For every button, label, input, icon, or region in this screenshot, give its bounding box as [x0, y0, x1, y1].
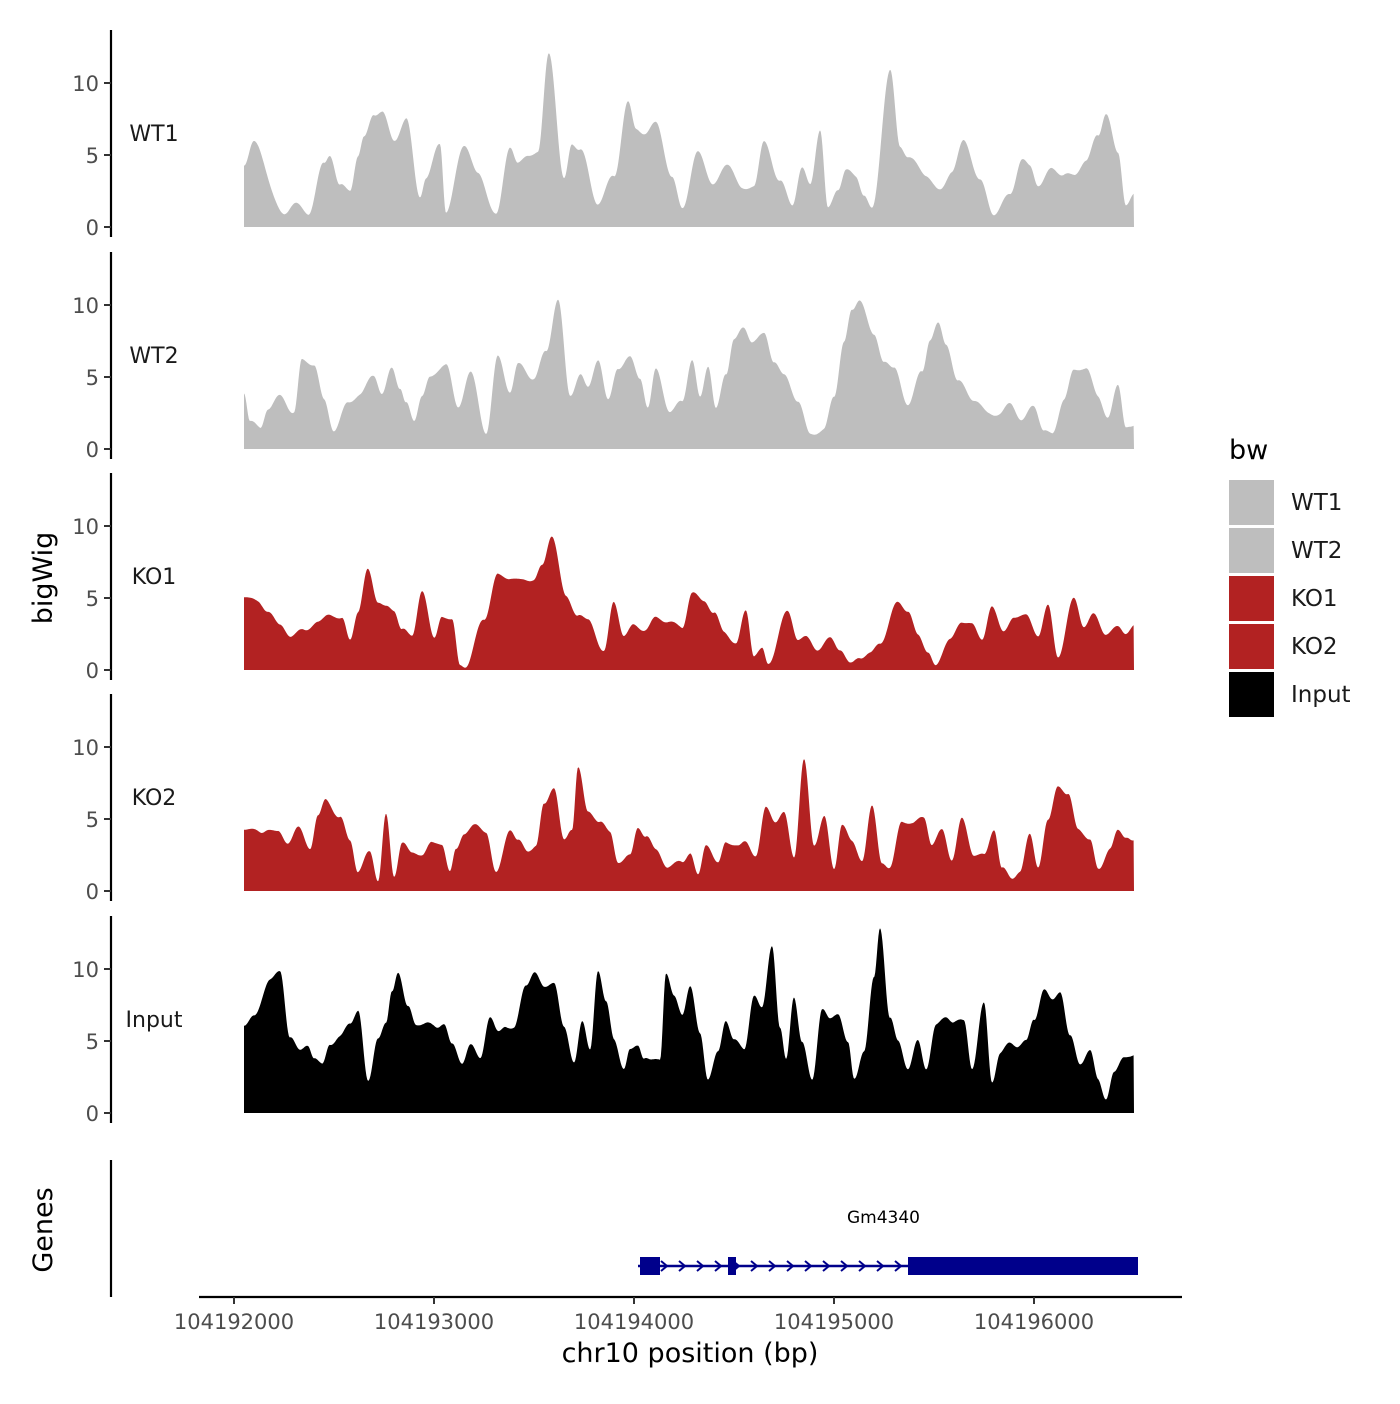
y-tick-label: 5 [86, 366, 99, 390]
y-tick-label: 10 [72, 72, 99, 96]
legend-title: bw [1229, 435, 1268, 466]
strand-arrow [858, 1260, 867, 1272]
track-label: KO1 [132, 565, 177, 590]
y-tick-label: 10 [72, 958, 99, 982]
legend-label: WT2 [1291, 538, 1342, 564]
x-tick-label: 104196000 [974, 1310, 1094, 1334]
track-wt2: 0 5 10 WT2 [72, 252, 1134, 462]
y-tick-label: 0 [86, 438, 99, 462]
strand-arrow [822, 1260, 831, 1272]
legend-key-ko2 [1229, 624, 1274, 669]
legend-label: Input [1291, 682, 1351, 708]
legend-label: KO2 [1291, 634, 1338, 660]
y-axis-title: bigWig [28, 532, 59, 625]
gene-label: Gm4340 [847, 1208, 920, 1228]
track-label: Input [126, 1008, 183, 1033]
x-tick-label: 104195000 [774, 1310, 894, 1334]
track-label: KO2 [132, 786, 177, 811]
track-input: 0 5 10 Input [72, 916, 1134, 1126]
strand-arrow [696, 1260, 705, 1272]
y-tick-label: 10 [72, 515, 99, 539]
y-tick-label: 5 [86, 144, 99, 168]
signal-tracks: 0 5 10 WT1 0 5 10 WT2 0 5 10 KO1 0 5 10 KO2 0 5 10 Input [72, 30, 1134, 1126]
y-tick-label: 0 [86, 1102, 99, 1126]
legend: bw WT1 WT2 KO1 KO2 Input [1229, 435, 1351, 717]
exon-block [728, 1257, 736, 1275]
strand-arrow [876, 1260, 885, 1272]
coverage-area-ko1 [244, 536, 1134, 670]
x-axis: 104192000 104193000 104194000 104195000 1041… [174, 1295, 1182, 1334]
coverage-area-input [244, 928, 1134, 1113]
track-ko1: 0 5 10 KO1 [72, 473, 1134, 683]
y-tick-label: 0 [86, 659, 99, 683]
y-tick-label: 5 [86, 1030, 99, 1054]
legend-key-wt2 [1229, 528, 1274, 573]
y-tick-label: 0 [86, 880, 99, 904]
coverage-area-wt1 [244, 53, 1134, 228]
x-tick-label: 104194000 [574, 1310, 694, 1334]
x-tick-label: 104192000 [174, 1310, 294, 1334]
track-label: WT1 [129, 122, 178, 147]
track-wt1: 0 5 10 WT1 [72, 30, 1134, 240]
strand-arrow [894, 1260, 903, 1272]
y-tick-label: 10 [72, 294, 99, 318]
y-tick-label: 5 [86, 587, 99, 611]
legend-key-ko1 [1229, 576, 1274, 621]
strand-arrow [768, 1260, 777, 1272]
exon-block [640, 1257, 660, 1275]
legend-label: WT1 [1291, 490, 1342, 516]
gene-track: Gm4340 [109, 1160, 1138, 1297]
legend-key-wt1 [1229, 480, 1274, 525]
coverage-area-ko2 [244, 759, 1134, 891]
legend-label: KO1 [1291, 586, 1338, 612]
strand-arrow [786, 1260, 795, 1272]
coverage-area-wt2 [244, 299, 1134, 449]
strand-arrow [678, 1260, 687, 1272]
strand-arrow [840, 1260, 849, 1272]
exon-block [908, 1257, 1138, 1275]
legend-key-input [1229, 672, 1274, 717]
gene-gm4340: Gm4340 [638, 1208, 1138, 1275]
gene-track-title: Genes [28, 1187, 59, 1272]
track-ko2: 0 5 10 KO2 [72, 694, 1134, 904]
y-tick-label: 10 [72, 736, 99, 760]
x-tick-label: 104193000 [374, 1310, 494, 1334]
track-label: WT2 [129, 344, 178, 369]
strand-arrow [804, 1260, 813, 1272]
y-tick-label: 5 [86, 808, 99, 832]
x-axis-title: chr10 position (bp) [562, 1338, 819, 1369]
strand-arrow [750, 1260, 759, 1272]
y-tick-label: 0 [86, 216, 99, 240]
strand-arrow [660, 1260, 669, 1272]
strand-arrow [714, 1260, 723, 1272]
